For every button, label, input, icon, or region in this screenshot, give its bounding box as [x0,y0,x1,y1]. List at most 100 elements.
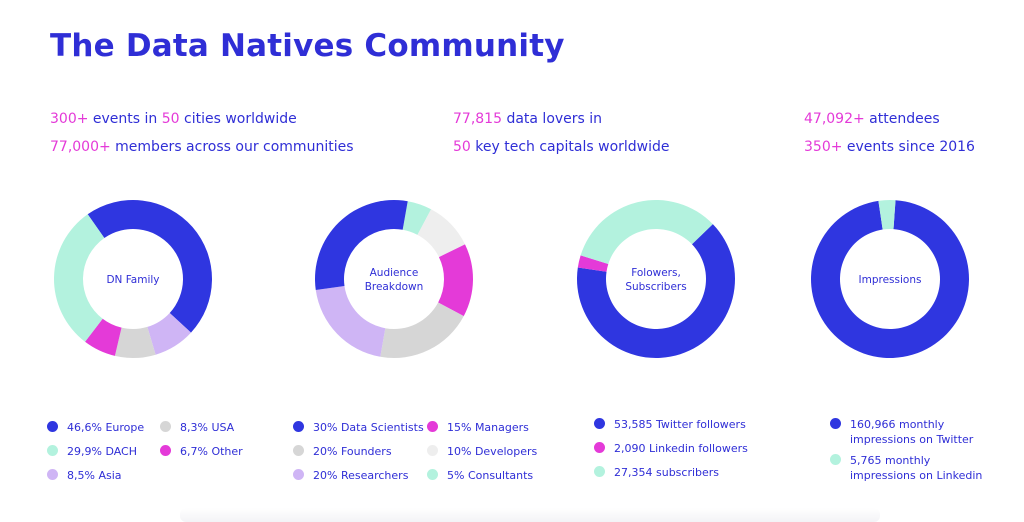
donut-slice [315,200,408,290]
legend-label: 8,5% Asia [67,468,122,483]
legend-label-line: 27,354 subscribers [614,466,720,479]
legend-swatch [427,445,438,456]
donut-center-label: Subscribers [625,281,686,293]
legend-swatch [47,445,58,456]
legend-item: 5% Consultants [427,468,533,483]
legend-label: 53,585 Twitter followers [614,417,746,432]
legend-label-line: 5,765 monthly [850,454,931,467]
legend-label: 6,7% Other [180,444,243,459]
legend-item: 20% Researchers [293,468,408,483]
legend-item: 8,5% Asia [47,468,122,483]
bottom-shadow-divider [180,508,880,522]
donut-slice [380,302,464,358]
legend-swatch [47,469,58,480]
legend-item: 15% Managers [427,420,529,435]
legend-label-line: 8,3% USA [180,421,235,434]
stat-highlight-value: 350+ [804,139,843,155]
stat-line-tech-capitals: 50 key tech capitals worldwide [453,139,670,155]
stat-highlight-value: 50 [161,111,180,127]
stat-line-members: 77,000+ members across our communities [50,139,354,155]
legend-item: 46,6% Europe [47,420,144,435]
legend-item: 6,7% Other [160,444,243,459]
donut-slice [577,224,735,358]
stat-highlight-value: 47,092+ [804,111,865,127]
donut-center-label: Audience [370,267,419,279]
legend-label-line: 5% Consultants [447,469,534,482]
donut-slice [315,285,386,357]
stat-text: data lovers in [502,111,603,127]
legend-swatch [594,466,605,477]
stat-highlight-value: 77,815 [453,111,502,127]
legend-label-line: 10% Developers [447,445,538,458]
legend-swatch [160,445,171,456]
legend-item: 10% Developers [427,444,537,459]
followers-subscribers-donut-chart: Folowers, Subscribers [577,199,735,358]
stat-line-attendees: 47,092+ attendees [804,111,940,127]
legend-label-line: 53,585 Twitter followers [614,418,746,431]
legend-label-line: 2,090 Linkedin followers [614,442,748,455]
stat-text: cities worldwide [179,111,297,127]
legend-label: 30% Data Scientists [313,420,424,435]
stat-highlight-value: 50 [453,139,471,155]
legend-swatch [160,421,171,432]
legend-label-line: 20% Researchers [313,469,409,482]
donut-slice [114,326,156,358]
donut-slice [417,209,466,258]
legend-swatch [594,418,605,429]
legend-label-line: 15% Managers [447,421,529,434]
donut-slice [147,312,192,355]
donut-slice [402,201,432,235]
legend-label: 8,3% USA [180,420,234,435]
impressions-donut-chart: Impressions [811,200,969,358]
stat-line-data-lovers: 77,815 data lovers in [453,111,602,127]
stat-text: members across our communities [110,139,354,155]
stat-line-events-since: 350+ events since 2016 [804,139,975,155]
legend-swatch [830,418,841,429]
donut-center-label: Breakdown [365,281,424,293]
legend-label-line: impressions on Linkedin [850,469,983,482]
legend-item: 160,966 monthly impressions on Twitter [830,417,973,447]
donut-slice [54,214,105,342]
legend-label: 29,9% DACH [67,444,137,459]
donut-center-label: Folowers, [631,267,681,279]
legend-label-line: 30% Data Scientists [313,421,424,434]
legend-item: 20% Founders [293,444,392,459]
legend-swatch [293,421,304,432]
legend-label: 20% Researchers [313,468,408,483]
legend-swatch [293,445,304,456]
legend-label: 5% Consultants [447,468,533,483]
legend-label: 2,090 Linkedin followers [614,441,748,456]
stat-highlight-value: 77,000+ [50,139,111,155]
legend-label-line: impressions on Twitter [850,433,974,446]
legend-label: 20% Founders [313,444,392,459]
donut-slice [577,255,609,272]
legend-label: 46,6% Europe [67,420,144,435]
audience-breakdown-donut-chart: Audience Breakdown [315,200,473,358]
legend-swatch [830,454,841,465]
stat-highlight-value: 300+ [50,111,89,127]
donut-center-label: DN Family [106,274,159,286]
stat-text: events in [88,111,162,127]
legend-label-line: 29,9% DACH [67,445,138,458]
legend-label-line: 8,5% Asia [67,469,122,482]
legend-label: 15% Managers [447,420,529,435]
legend-item: 2,090 Linkedin followers [594,441,748,456]
legend-item: 53,585 Twitter followers [594,417,746,432]
legend-swatch [293,469,304,480]
legend-label: 10% Developers [447,444,537,459]
legend-item: 30% Data Scientists [293,420,424,435]
donut-slice [87,199,213,333]
donut-slice [811,200,969,358]
legend-swatch [47,421,58,432]
donut-slice [438,244,473,317]
stat-line-events-cities: 300+ events in 50 cities worldwide [50,111,297,127]
page-title: The Data Natives Community [50,28,565,64]
legend-label: 5,765 monthly impressions on Linkedin [850,453,982,483]
legend-label-line: 20% Founders [313,445,392,458]
dn-family-donut-chart: DN Family [54,199,213,358]
legend-swatch [427,469,438,480]
legend-item: 29,9% DACH [47,444,137,459]
stat-text: key tech capitals worldwide [470,139,670,155]
donut-slice [878,200,896,230]
legend-swatch [427,421,438,432]
